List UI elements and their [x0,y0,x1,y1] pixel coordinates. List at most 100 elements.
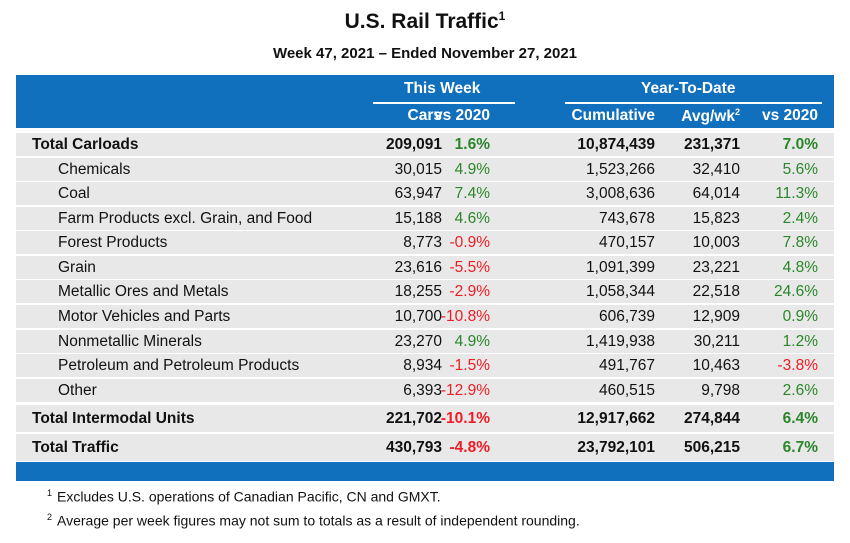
row-label: Chemicals [58,161,131,178]
table-row-total: Total Intermodal Units 221,702 -10.1% 12,91… [16,405,834,432]
row-label: Grain [58,259,96,276]
cell-avgwk: 30,211 [693,333,740,350]
table-header: This Week Year-To-Date Cars vs 2020 Cumu… [16,75,834,128]
cell-ytd-vs2020: 6.7% [782,439,818,456]
cell-cars: 10,700 [394,308,442,325]
cell-vs2020: -0.9% [449,234,491,251]
footnote-mark: 2 [47,512,53,522]
table-row: Chemicals 30,015 4.9% 1,523,266 32,410 5.6% [16,158,834,181]
cell-vs2020: 4.6% [454,210,490,227]
footnote-text: Average per week figures may not sum to … [57,512,580,529]
cell-cars: 30,015 [394,161,442,178]
cell-cumulative: 1,058,344 [586,283,655,300]
avgwk-footnote-mark: 2 [734,107,740,117]
cell-cars: 221,702 [385,410,442,427]
footnote-mark: 1 [47,488,53,498]
cell-ytd-vs2020: 4.8% [782,259,818,276]
cell-vs2020: 7.4% [454,185,490,202]
cell-ytd-vs2020: 5.6% [782,161,818,178]
row-label: Total Traffic [32,439,119,456]
table-row: Petroleum and Petroleum Products 8,934 -1.… [16,354,834,377]
cell-ytd-vs2020: 2.4% [782,210,818,227]
cell-cars: 8,934 [403,357,442,374]
table-row: Coal 63,947 7.4% 3,008,636 64,014 11.3% [16,182,834,205]
cell-avgwk: 12,909 [692,308,740,325]
cell-cumulative: 470,157 [598,234,655,251]
avgwk-text: Avg/wk [681,108,735,126]
cell-ytd-vs2020: 1.2% [782,333,818,350]
cell-cars: 63,947 [394,185,442,202]
cell-ytd-vs2020: 2.6% [782,382,818,399]
cell-avgwk: 274,844 [683,410,740,427]
table-row: Forest Products 8,773 -0.9% 470,157 10,003 7.… [16,231,834,254]
cell-vs2020: -1.5% [449,357,491,374]
cell-vs2020: -10.1% [440,410,490,427]
cell-avgwk: 15,823 [692,210,740,227]
cell-cumulative: 1,419,938 [586,333,655,350]
cell-ytd-vs2020: 6.4% [782,410,818,427]
row-label: Total Intermodal Units [32,410,195,427]
row-label: Total Carloads [32,136,139,153]
cell-avgwk: 10,003 [692,234,740,251]
row-label: Farm Products excl. Grain, and Food [58,210,313,227]
header-divider [565,102,822,104]
cell-avgwk: 23,221 [692,259,740,276]
cell-cumulative: 1,091,399 [586,259,655,276]
footnote-1: 1 Excludes U.S. operations of Canadian Pa… [47,488,441,505]
footnote-text: Excludes U.S. operations of Canadian Pac… [57,488,441,505]
table-row: Grain 23,616 -5.5% 1,091,399 23,221 4.8% [16,256,834,279]
row-label: Petroleum and Petroleum Products [58,357,300,374]
cell-vs2020: 1.6% [454,136,490,153]
footnote-2: 2 Average per week figures may not sum to… [47,512,580,529]
cell-cumulative: 3,008,636 [586,185,655,202]
header-vs2020: vs 2020 [433,107,490,124]
cell-cars: 18,255 [394,283,442,300]
cell-cars: 8,773 [403,234,442,251]
cell-avgwk: 64,014 [692,185,740,202]
table-row-total: Total Carloads 209,091 1.6% 10,874,439 231,3… [16,133,834,156]
cell-avgwk: 10,463 [692,357,740,374]
row-label: Motor Vehicles and Parts [58,308,231,325]
title-text: U.S. Rail Traffic [344,10,499,33]
table-row: Other 6,393 -12.9% 460,515 9,798 2.6% [16,379,834,402]
header-this-week: This Week [404,80,481,97]
cell-vs2020: -4.8% [449,439,491,456]
cell-cumulative: 491,767 [598,357,655,374]
cell-ytd-vs2020: -3.8% [777,357,819,374]
cell-avgwk: 231,371 [683,136,740,153]
cell-vs2020: -12.9% [440,382,490,399]
cell-cumulative: 460,515 [598,382,655,399]
cell-ytd-vs2020: 11.3% [775,185,818,202]
row-label: Forest Products [58,234,168,251]
cell-ytd-vs2020: 7.0% [782,136,818,153]
cell-ytd-vs2020: 24.6% [774,283,818,300]
cell-avgwk: 22,518 [692,283,740,300]
header-ytd: Year-To-Date [641,80,736,97]
cell-vs2020: -10.8% [440,308,490,325]
table-row-total: Total Traffic 430,793 -4.8% 23,792,101 506,2… [16,434,834,461]
table-row: Metallic Ores and Metals 18,255 -2.9% 1,058… [16,280,834,303]
cell-cars: 23,270 [394,333,442,350]
cell-avgwk: 506,215 [683,439,740,456]
row-label: Other [58,382,97,399]
header-divider [373,102,515,104]
cell-cumulative: 12,917,662 [577,410,655,427]
cell-cumulative: 743,678 [598,210,655,227]
cell-cumulative: 1,523,266 [586,161,655,178]
cell-vs2020: -5.5% [449,259,491,276]
cell-cars: 15,188 [394,210,442,227]
cell-cars: 23,616 [394,259,442,276]
table-row: Motor Vehicles and Parts 10,700 -10.8% 606,… [16,305,834,328]
row-label: Coal [58,185,90,202]
cell-cars: 430,793 [385,439,442,456]
table-row: Nonmetallic Minerals 23,270 4.9% 1,419,938 3… [16,330,834,353]
row-label: Metallic Ores and Metals [58,283,229,300]
page-title: U.S. Rail Traffic1 [0,9,850,34]
cell-ytd-vs2020: 0.9% [782,308,818,325]
cell-cumulative: 10,874,439 [577,136,655,153]
header-ytd-vs2020: vs 2020 [761,107,818,124]
cell-cars: 6,393 [403,382,442,399]
table-footer-bar [16,462,834,481]
row-label: Nonmetallic Minerals [58,333,202,350]
cell-vs2020: 4.9% [454,161,490,178]
